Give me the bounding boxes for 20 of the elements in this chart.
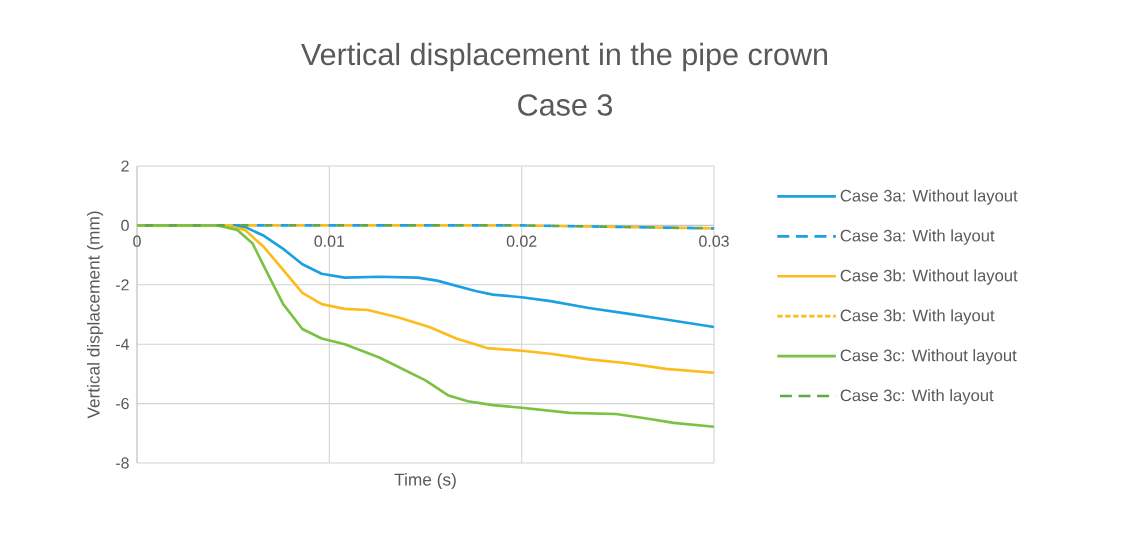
x-tick-label: 0.03	[699, 235, 729, 247]
y-tick-label: -2	[116, 279, 129, 291]
y-axis-title: Vertical displacement (mm)	[86, 211, 104, 419]
legend-label: Case 3a: Without layout	[840, 189, 1018, 205]
x-tick-label: 0.01	[314, 235, 345, 247]
y-tick-label: 2	[121, 160, 129, 172]
x-tick-label: 0.02	[506, 235, 537, 247]
y-tick-label: -6	[116, 397, 129, 410]
chart-subtitle: Case 3	[518, 94, 613, 116]
y-tick-label: -8	[116, 457, 129, 469]
x-tick-label: 0	[133, 235, 141, 247]
legend-label: Case 3b: With layout	[840, 309, 995, 325]
legend-label: Case 3a: With layout	[840, 229, 995, 245]
legend-label: Case 3c: Without layout	[840, 349, 1017, 365]
y-tick-label: -4	[116, 338, 129, 350]
chart-title: Vertical displacement in the pipe crown	[301, 42, 828, 72]
y-tick-label: 0	[121, 219, 129, 232]
legend-label: Case 3b: Without layout	[840, 269, 1018, 285]
legend-label: Case 3c: With layout	[840, 389, 994, 405]
x-axis-title: Time (s)	[394, 473, 456, 490]
